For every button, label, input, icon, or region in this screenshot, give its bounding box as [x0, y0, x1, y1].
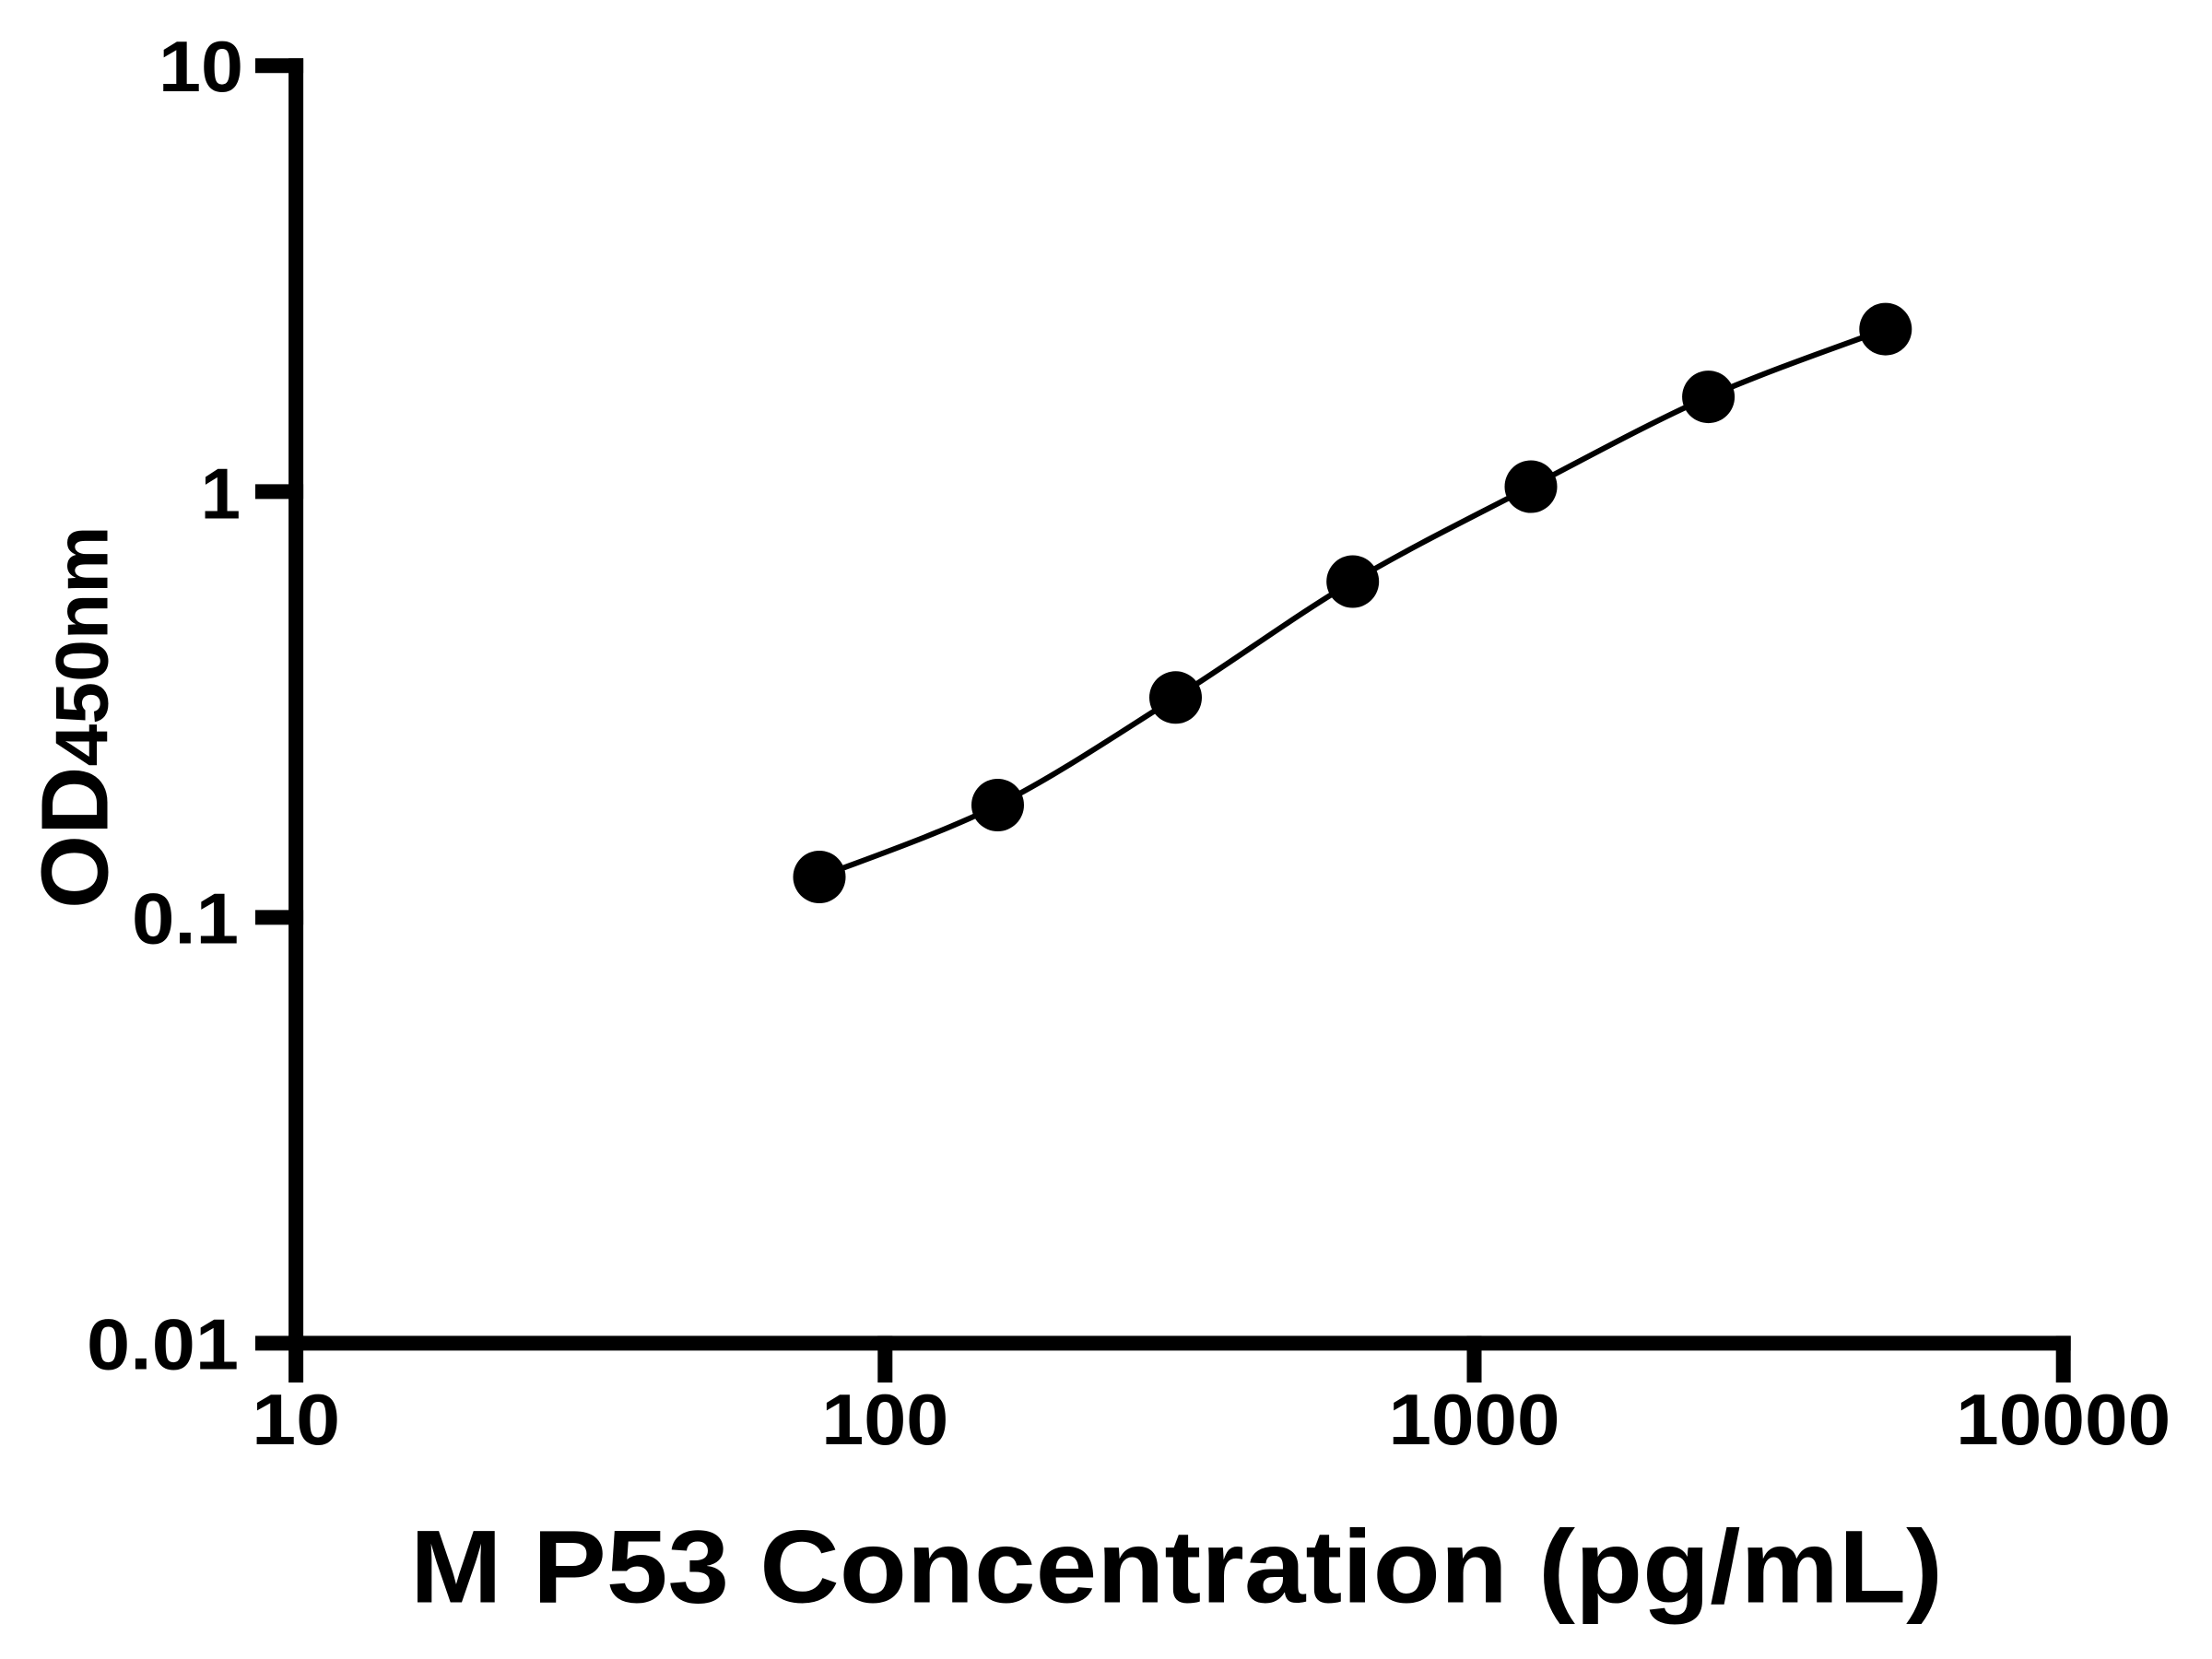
svg-text:M P53 Concentration (pg/mL): M P53 Concentration (pg/mL)	[410, 1510, 1943, 1625]
svg-text:1000: 1000	[1389, 1379, 1560, 1460]
svg-text:0.1: 0.1	[132, 877, 239, 959]
svg-text:OD: OD	[22, 767, 128, 910]
svg-text:0.01: 0.01	[87, 1303, 239, 1384]
svg-text:10000: 10000	[1956, 1379, 2171, 1460]
svg-text:100: 100	[821, 1379, 948, 1460]
svg-text:1: 1	[201, 453, 241, 535]
svg-text:10: 10	[159, 26, 243, 107]
svg-text:450nm: 450nm	[41, 526, 124, 767]
svg-text:10: 10	[252, 1379, 340, 1460]
